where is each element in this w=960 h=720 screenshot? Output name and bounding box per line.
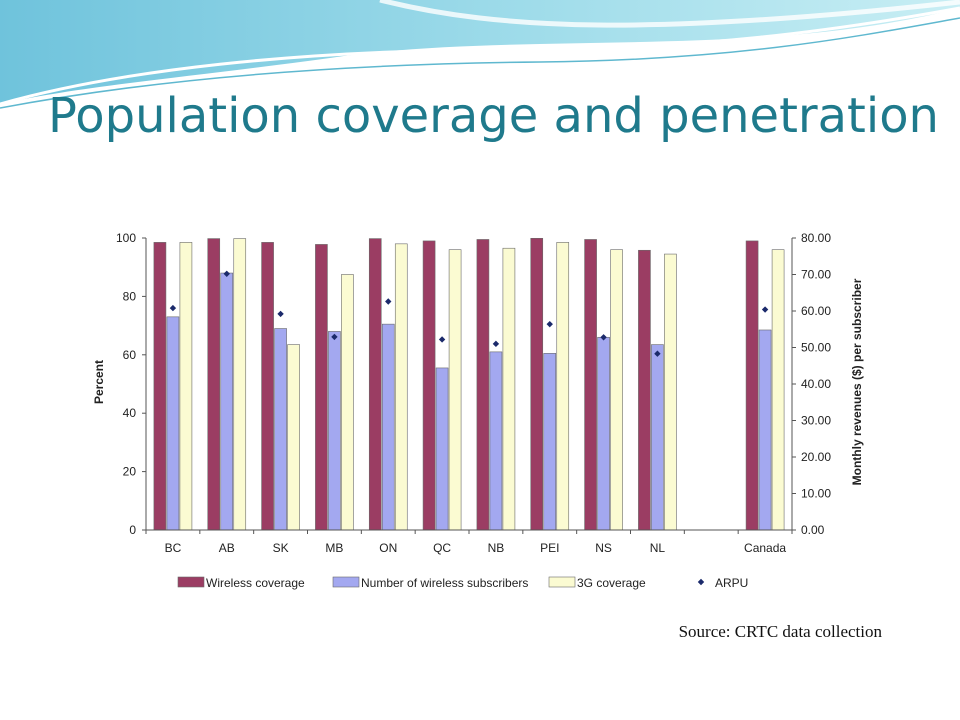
slide-title: Population coverage and penetration — [48, 88, 939, 144]
bar-subscribers-canada — [758, 329, 772, 531]
y2-tick-label: 80.00 — [801, 231, 831, 245]
bar-3g-coverage-bc — [179, 242, 193, 531]
bar-subscribers-ns — [597, 336, 610, 531]
x-tick-label-bc: BC — [165, 541, 182, 555]
header-wave-decoration — [0, 0, 960, 109]
legend-arpu-label: ARPU — [715, 576, 748, 590]
bar-subscribers-nl — [651, 344, 664, 531]
bar-3g-coverage-mb — [341, 274, 354, 531]
x-tick-label-qc: QC — [433, 541, 451, 555]
bar-wireless-coverage-ns — [584, 239, 597, 531]
legend-wireless-coverage-swatch — [177, 576, 205, 588]
x-tick-label-on: ON — [379, 541, 397, 555]
plot-area — [153, 237, 785, 531]
y-tick-label: 0 — [129, 523, 136, 537]
y2-tick-label: 20.00 — [801, 450, 831, 464]
arpu-point-qc — [438, 336, 446, 343]
bar-wireless-coverage-nl — [638, 249, 651, 531]
x-tick-label-canada: Canada — [744, 541, 786, 555]
bar-wireless-coverage-bc — [153, 242, 167, 531]
bar-subscribers-mb — [328, 331, 341, 531]
bar-3g-coverage-pei — [556, 242, 570, 531]
legend-wireless-coverage-label: Wireless coverage — [206, 576, 305, 590]
arpu-point-canada — [761, 306, 769, 313]
chart-panel: 0 20 40 60 80 100 0.00 10.00 20.00 30.00 40.00 50.… — [48, 212, 912, 654]
bar-wireless-coverage-nb — [476, 239, 490, 531]
y2-tick-label: 0.00 — [801, 523, 825, 537]
x-tick-label-mb: MB — [325, 541, 343, 555]
legend-3g-coverage-swatch — [548, 576, 576, 588]
y-tick-label: 100 — [116, 231, 136, 245]
bar-3g-coverage-canada — [771, 249, 785, 531]
arpu-point-pei — [546, 320, 553, 328]
legend-subscribers-label: Number of wireless subscribers — [361, 576, 528, 590]
bar-chart: 0 20 40 60 80 100 0.00 10.00 20.00 30.00 40.00 50.… — [92, 231, 864, 590]
legend-3g-coverage-label: 3G coverage — [577, 576, 646, 590]
x-axis: BC AB SK MB ON QC NB PEI NS NL Canada — [145, 529, 793, 555]
source-note: Source: CRTC data collection — [678, 622, 882, 641]
y-tick-label: 20 — [123, 465, 137, 479]
legend: Wireless coverage Number of wireless subs… — [177, 576, 748, 590]
bar-wireless-coverage-pei — [530, 237, 544, 531]
bar-subscribers-ab — [220, 272, 234, 531]
bar-3g-coverage-nl — [664, 253, 677, 531]
y-tick-label: 40 — [123, 406, 137, 420]
arpu-point-nb — [492, 340, 500, 348]
arpu-point-bc — [169, 304, 177, 312]
bar-subscribers-nb — [489, 351, 503, 531]
arpu-point-nl — [654, 350, 661, 357]
bar-3g-coverage-ns — [610, 249, 623, 531]
bar-wireless-coverage-ab — [207, 238, 221, 531]
bar-3g-coverage-qc — [448, 249, 462, 531]
x-tick-label-nb: NB — [488, 541, 505, 555]
bar-wireless-coverage-on — [368, 238, 382, 531]
y2-tick-label: 40.00 — [801, 377, 831, 391]
y-tick-label: 60 — [123, 348, 137, 362]
bar-3g-coverage-on — [394, 243, 408, 531]
y-axis-right: 0.00 10.00 20.00 30.00 40.00 50.00 60.00 70.00 8… — [791, 231, 831, 537]
bar-subscribers-bc — [166, 316, 180, 531]
bar-subscribers-on — [381, 323, 395, 531]
bar-3g-coverage-ab — [233, 238, 247, 531]
y2-tick-label: 70.00 — [801, 268, 831, 282]
bar-subscribers-sk — [274, 328, 287, 531]
y2-tick-label: 60.00 — [801, 304, 831, 318]
bar-wireless-coverage-sk — [261, 242, 274, 531]
bar-wireless-coverage-mb — [315, 244, 328, 531]
y2-tick-label: 30.00 — [801, 414, 831, 428]
arpu-point-mb — [331, 333, 338, 341]
bar-subscribers-pei — [543, 353, 557, 531]
bar-wireless-coverage-qc — [422, 240, 436, 531]
y-axis-label: Percent — [92, 360, 106, 404]
x-tick-label-pei: PEI — [540, 541, 559, 555]
bar-wireless-coverage-canada — [745, 240, 759, 531]
y-tick-label: 80 — [123, 289, 137, 303]
y2-tick-label: 10.00 — [801, 487, 831, 501]
bar-3g-coverage-sk — [287, 344, 300, 531]
legend-arpu-swatch — [697, 578, 705, 586]
y2-axis-label: Monthly revenues ($) per subscriber — [850, 278, 864, 485]
x-tick-label-sk: SK — [273, 541, 289, 555]
x-tick-label-ab: AB — [219, 541, 235, 555]
x-tick-label-ns: NS — [595, 541, 612, 555]
x-tick-label-nl: NL — [650, 541, 666, 555]
arpu-point-sk — [277, 310, 284, 318]
bar-subscribers-qc — [435, 367, 449, 531]
arpu-point-ab — [223, 270, 230, 277]
y2-tick-label: 50.00 — [801, 341, 831, 355]
legend-subscribers-swatch — [332, 576, 360, 588]
bar-3g-coverage-nb — [502, 247, 516, 531]
y-axis-left: 0 20 40 60 80 100 — [116, 231, 147, 537]
arpu-point-on — [385, 298, 392, 305]
